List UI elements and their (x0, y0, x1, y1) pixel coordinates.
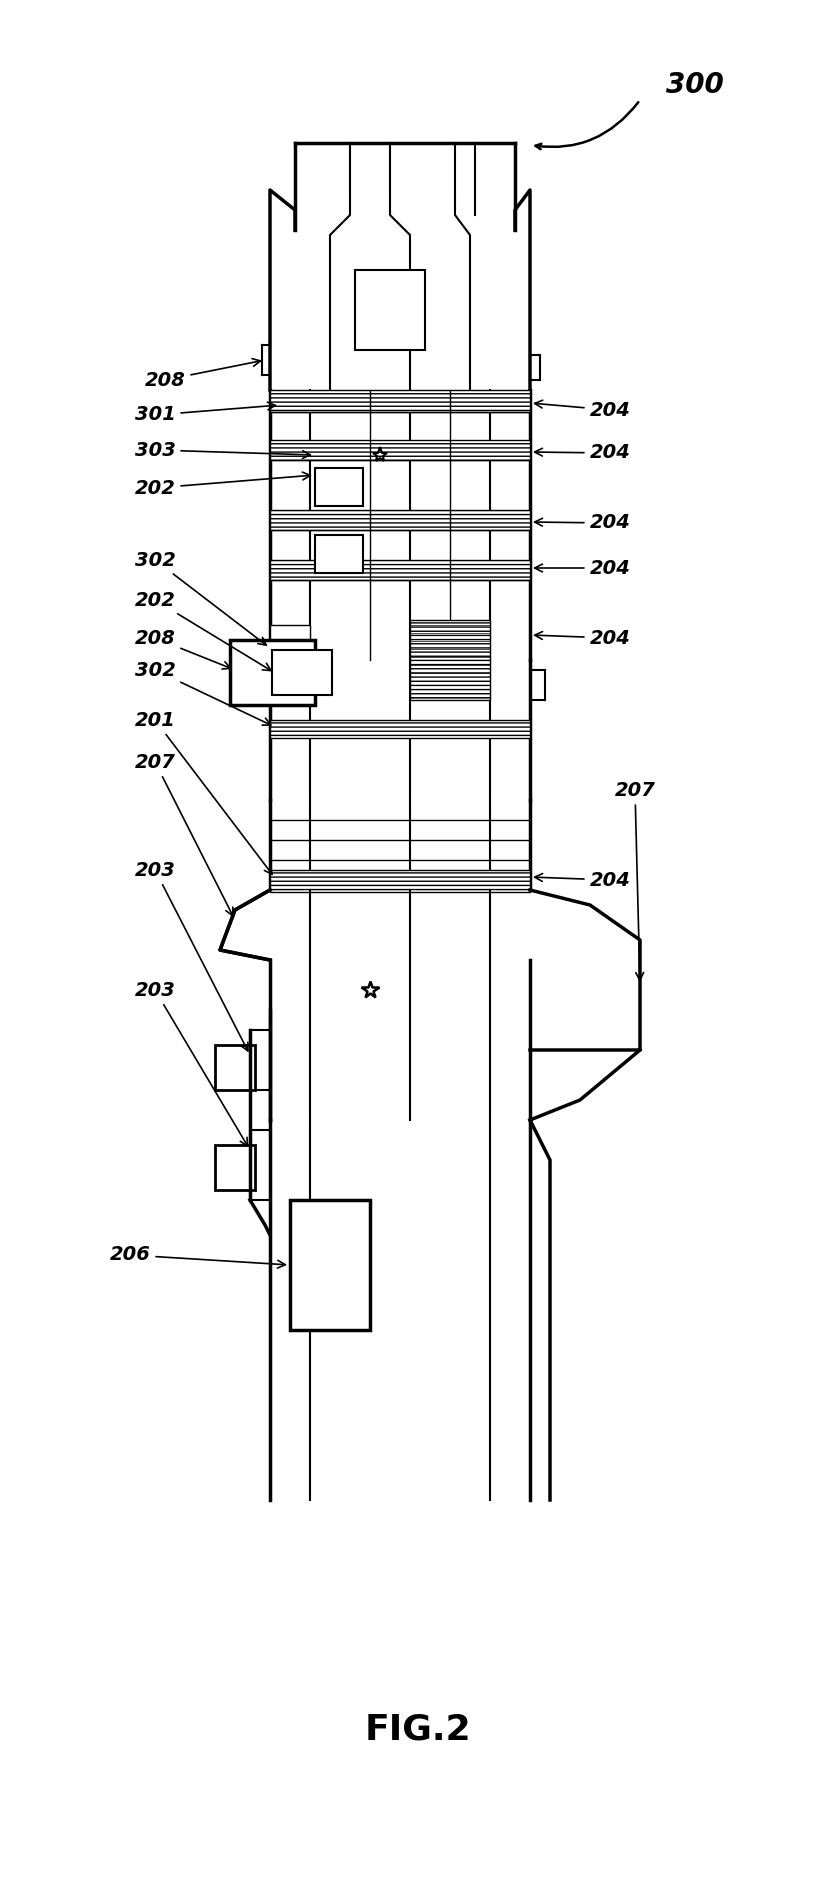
Polygon shape (220, 891, 270, 961)
Text: 302: 302 (135, 661, 271, 726)
Polygon shape (529, 891, 640, 1050)
Text: 204: 204 (534, 400, 630, 419)
Bar (270, 390, 529, 411)
Text: 204: 204 (534, 559, 630, 578)
Text: 208: 208 (145, 358, 260, 390)
Text: 301: 301 (135, 402, 275, 424)
Text: 207: 207 (135, 752, 232, 915)
Text: 206: 206 (110, 1245, 285, 1268)
Bar (230, 641, 314, 705)
Bar (270, 671, 309, 688)
Text: 203: 203 (135, 860, 247, 1052)
Text: 208: 208 (135, 629, 231, 669)
Bar (270, 440, 529, 460)
Bar (270, 648, 309, 665)
Bar (270, 510, 529, 531)
Bar (314, 468, 363, 506)
Text: 202: 202 (135, 472, 310, 498)
Text: 201: 201 (135, 711, 272, 874)
Bar (289, 1200, 370, 1330)
Text: 303: 303 (135, 440, 310, 459)
Bar (270, 561, 529, 580)
Bar (410, 620, 489, 699)
Text: 203: 203 (135, 980, 247, 1146)
Text: 204: 204 (534, 629, 630, 648)
Bar (272, 650, 332, 695)
Bar (354, 269, 425, 351)
Bar (270, 625, 309, 642)
Bar (270, 720, 529, 737)
Text: 204: 204 (534, 870, 630, 889)
Bar (215, 1044, 255, 1090)
Text: 204: 204 (534, 514, 630, 532)
Bar (270, 870, 529, 893)
Text: 202: 202 (135, 591, 271, 671)
Bar (215, 1145, 255, 1190)
Bar (314, 534, 363, 572)
Text: 207: 207 (614, 781, 655, 980)
Text: FIG.2: FIG.2 (364, 1713, 471, 1747)
Text: 302: 302 (135, 551, 266, 644)
Text: 204: 204 (534, 443, 630, 462)
Text: 300: 300 (665, 70, 723, 99)
